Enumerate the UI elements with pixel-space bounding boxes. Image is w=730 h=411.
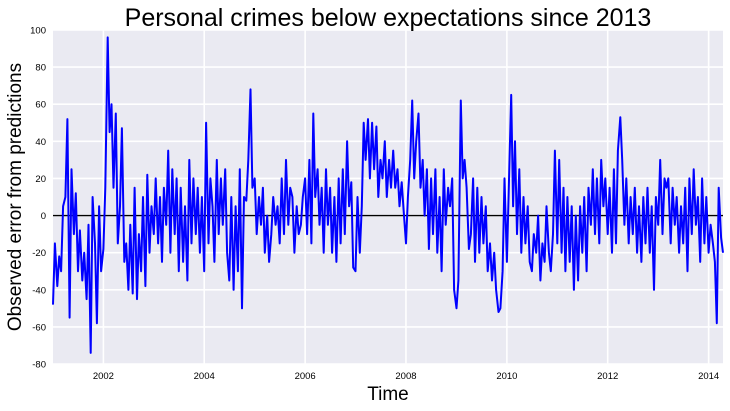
y-tick-label: 20 — [35, 174, 46, 185]
y-tick-label: -40 — [32, 285, 46, 296]
x-axis-ticks: 2002 2004 2006 2008 2010 2012 2014 — [93, 371, 719, 382]
x-tick-label: 2006 — [295, 371, 316, 382]
x-tick-label: 2012 — [597, 371, 618, 382]
y-tick-label: 100 — [30, 26, 46, 37]
y-tick-label: -80 — [32, 360, 46, 371]
y-tick-label: -60 — [32, 322, 46, 333]
series-line — [52, 36, 724, 354]
x-tick-label: 2014 — [698, 371, 719, 382]
x-axis-label: Time — [367, 384, 409, 405]
y-tick-label: -20 — [32, 248, 46, 259]
y-tick-label: 0 — [41, 211, 46, 222]
y-tick-label: 40 — [35, 137, 46, 148]
chart-title: Personal crimes below expectations since… — [125, 4, 652, 32]
x-tick-label: 2010 — [496, 371, 517, 382]
y-tick-label: 60 — [35, 100, 46, 111]
x-tick-label: 2008 — [395, 371, 416, 382]
y-tick-label: 80 — [35, 63, 46, 74]
x-tick-label: 2004 — [194, 371, 215, 382]
x-tick-label: 2002 — [93, 371, 114, 382]
grid-lines — [53, 29, 723, 365]
y-axis-label: Observed error from predictions — [5, 63, 26, 331]
y-axis-ticks: -80 -60 -40 -20 0 20 40 60 80 100 — [30, 26, 46, 371]
